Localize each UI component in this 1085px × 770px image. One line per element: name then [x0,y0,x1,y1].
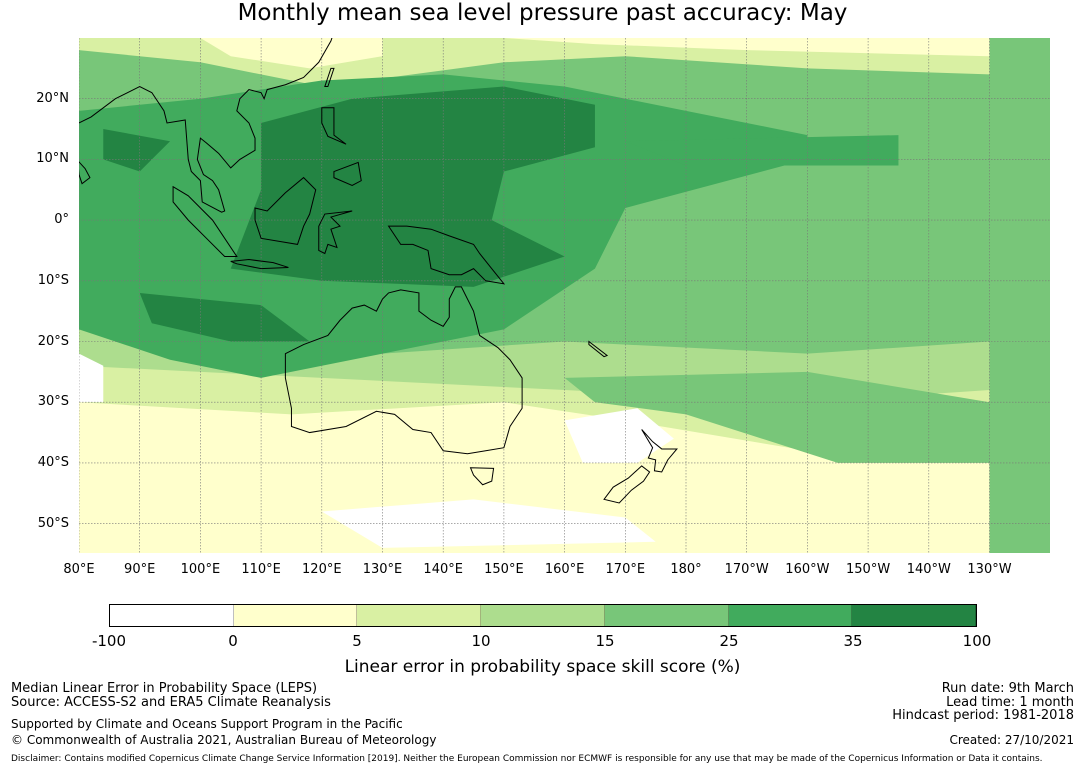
lat-label: 50°S [37,515,69,531]
lat-label: 10°N [36,151,69,167]
skill-region [200,38,383,69]
lat-label: 30°S [37,394,69,410]
new_caledonia-coastline [588,340,609,358]
footer-method: Median Linear Error in Probability Space… [11,681,318,696]
colorbar-tick-label: 100 [962,632,992,650]
lon-label: 100°E [180,562,221,577]
colorbar-segment [110,605,234,626]
lon-label: 130°W [967,562,1012,577]
colorbar-tick-label: 10 [471,632,491,650]
colorbar-tick-label: 15 [595,632,615,650]
tasmania-coastline [469,467,495,486]
colorbar-tick-label: 5 [352,632,362,650]
new_guinea-coastline [387,225,506,285]
nz_north-coastline [641,429,678,473]
colorbar-segment [728,605,853,626]
colorbar [109,604,977,627]
footer-source: Source: ACCESS-S2 and ERA5 Climate Reana… [11,695,331,710]
colorbar-segment [604,605,729,626]
java-coastline [230,259,289,270]
run-date: Run date: 9th March [941,681,1074,696]
skill-map [79,38,1050,553]
colorbar-segment [852,605,977,626]
lon-label: 110°E [241,562,281,577]
skill-region [79,353,104,403]
lon-label: 130°E [362,562,403,577]
lon-label: 80°E [63,562,95,577]
borneo-coastline [254,176,317,245]
lon-label: 180° [670,562,702,577]
sumatra-coastline [172,185,238,258]
lon-label: 120°E [302,562,342,577]
australia-coastline [284,286,523,455]
skill-region [103,129,171,172]
lon-label: 150°W [846,562,891,577]
lead-time: Lead time: 1 month [946,695,1074,710]
lon-label: 170°E [605,562,646,577]
lon-label: 140°E [423,562,463,577]
skill-region [139,292,310,342]
sulawesi-coastline [318,210,353,255]
colorbar-tick-label: 0 [228,632,238,650]
disclaimer: Disclaimer: Contains modified Copernicus… [11,754,1043,764]
coastlines [79,38,678,504]
footer-copyright: © Commonwealth of Australia 2021, Austra… [11,733,437,747]
colorbar-label: Linear error in probability space skill … [344,657,741,677]
page-title: Monthly mean sea level pressure past acc… [237,0,848,26]
lon-label: 160°E [544,562,585,577]
lat-label: 20°S [37,333,69,349]
colorbar-tick-label: 25 [719,632,739,650]
lat-label: 10°S [37,272,69,288]
skill-region [79,402,990,553]
skill-region [564,371,990,463]
colorbar-tick-label: 35 [843,632,863,650]
footer-support: Supported by Climate and Oceans Support … [11,717,403,731]
created-date: Created: 27/10/2021 [949,733,1074,747]
colorbar-segment [481,605,605,626]
lat-label: 0° [54,212,69,228]
graticule [79,38,1050,553]
skill-region [321,499,656,548]
mindanao-coastline [333,161,362,187]
sri_lanka-coastline [79,161,91,185]
lon-label: 140°W [906,562,951,577]
taiwan-coastline [324,67,335,88]
nz_south-coastline [603,465,651,504]
lon-label: 160°W [785,562,830,577]
skill-region [625,135,899,166]
luzon-coastline [321,107,347,145]
asia-coastline [79,38,333,213]
colorbar-segment [233,605,358,626]
colorbar-tick-label: -100 [91,632,127,650]
lat-label: 40°S [37,454,69,470]
lon-label: 170°W [724,562,769,577]
lon-label: 90°E [124,562,156,577]
lat-label: 20°N [36,90,69,106]
skill-region [564,408,674,463]
colorbar-segment [357,605,482,626]
hindcast-period: Hindcast period: 1981-2018 [892,708,1074,723]
lon-label: 150°E [484,562,524,577]
